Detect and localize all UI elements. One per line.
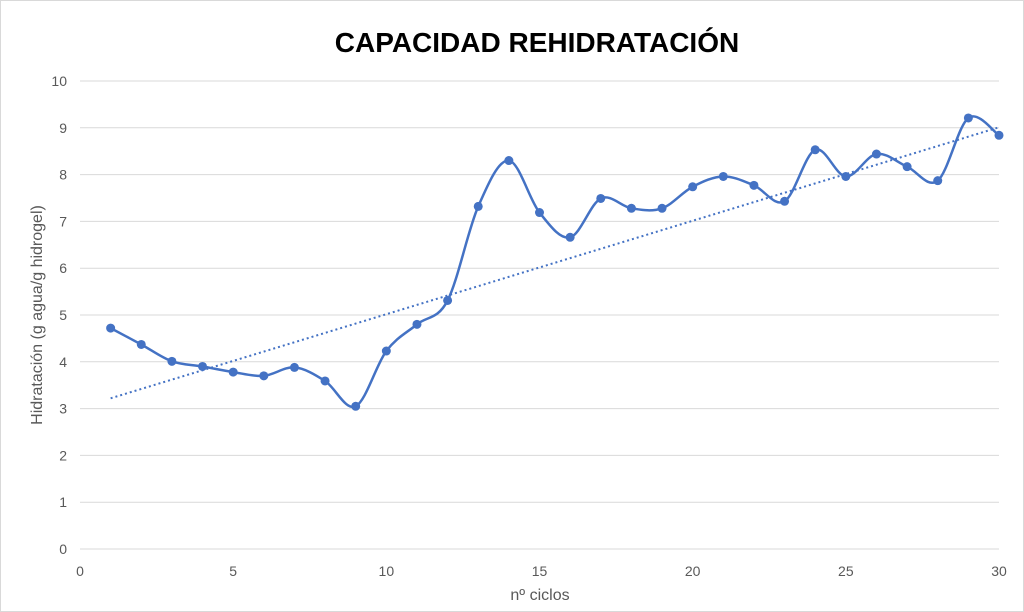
data-point-14 xyxy=(504,156,514,166)
y-tick-label: 7 xyxy=(59,213,67,229)
gridlines xyxy=(80,80,999,550)
data-point-16 xyxy=(565,232,575,242)
data-point-30 xyxy=(994,130,1004,140)
y-tick-label: 2 xyxy=(59,447,67,463)
data-point-27 xyxy=(902,162,912,172)
data-point-28 xyxy=(933,176,943,186)
data-point-24 xyxy=(810,145,820,155)
data-point-6 xyxy=(259,371,269,381)
data-point-13 xyxy=(473,201,483,211)
data-point-22 xyxy=(749,180,759,190)
data-point-1 xyxy=(106,323,116,333)
data-point-11 xyxy=(412,319,422,329)
y-axis-ticks: 0 1 2 3 4 5 6 7 8 9 10 xyxy=(51,73,67,557)
y-tick-label: 6 xyxy=(59,260,67,276)
series-line xyxy=(109,115,1001,409)
data-point-25 xyxy=(841,171,851,181)
y-tick-label: 1 xyxy=(59,494,67,510)
x-tick-label: 10 xyxy=(379,563,395,579)
data-point-15 xyxy=(535,208,544,218)
x-tick-label: 15 xyxy=(532,563,548,579)
data-point-3 xyxy=(167,356,177,366)
x-tick-label: 0 xyxy=(76,563,84,579)
data-point-26 xyxy=(871,149,881,159)
x-axis-label: nº ciclos xyxy=(510,587,569,604)
data-point-20 xyxy=(688,182,698,192)
data-point-21 xyxy=(718,171,728,181)
y-tick-label: 4 xyxy=(59,354,67,370)
y-tick-label: 3 xyxy=(59,401,67,417)
data-point-9 xyxy=(351,401,361,411)
y-tick-label: 8 xyxy=(59,167,67,183)
data-point-5 xyxy=(228,367,238,377)
y-tick-label: 9 xyxy=(59,120,67,136)
data-point-17 xyxy=(596,193,606,203)
y-tick-label: 5 xyxy=(59,307,67,323)
data-point-8 xyxy=(320,376,330,386)
y-axis-label: Hidratación (g agua/g hidrogel) xyxy=(29,205,46,425)
data-point-10 xyxy=(381,346,391,356)
data-point-4 xyxy=(198,361,208,371)
data-point-29 xyxy=(963,113,973,123)
data-point-19 xyxy=(657,203,667,213)
x-tick-label: 25 xyxy=(838,563,854,579)
x-tick-label: 30 xyxy=(991,563,1007,579)
data-point-23 xyxy=(780,196,790,206)
x-tick-label: 5 xyxy=(229,563,237,579)
y-tick-label: 10 xyxy=(51,73,67,89)
data-point-12 xyxy=(443,295,453,305)
data-point-7 xyxy=(289,362,299,372)
chart-title: CAPACIDAD REHIDRATACIÓN xyxy=(335,27,739,58)
y-tick-label: 0 xyxy=(59,541,67,557)
data-point-2 xyxy=(136,339,146,349)
trend-line xyxy=(110,126,1000,400)
data-point-18 xyxy=(626,203,636,213)
data-points xyxy=(106,113,1004,411)
x-axis-ticks: 0 5 10 15 20 25 30 xyxy=(76,563,1007,579)
x-tick-label: 20 xyxy=(685,563,701,579)
